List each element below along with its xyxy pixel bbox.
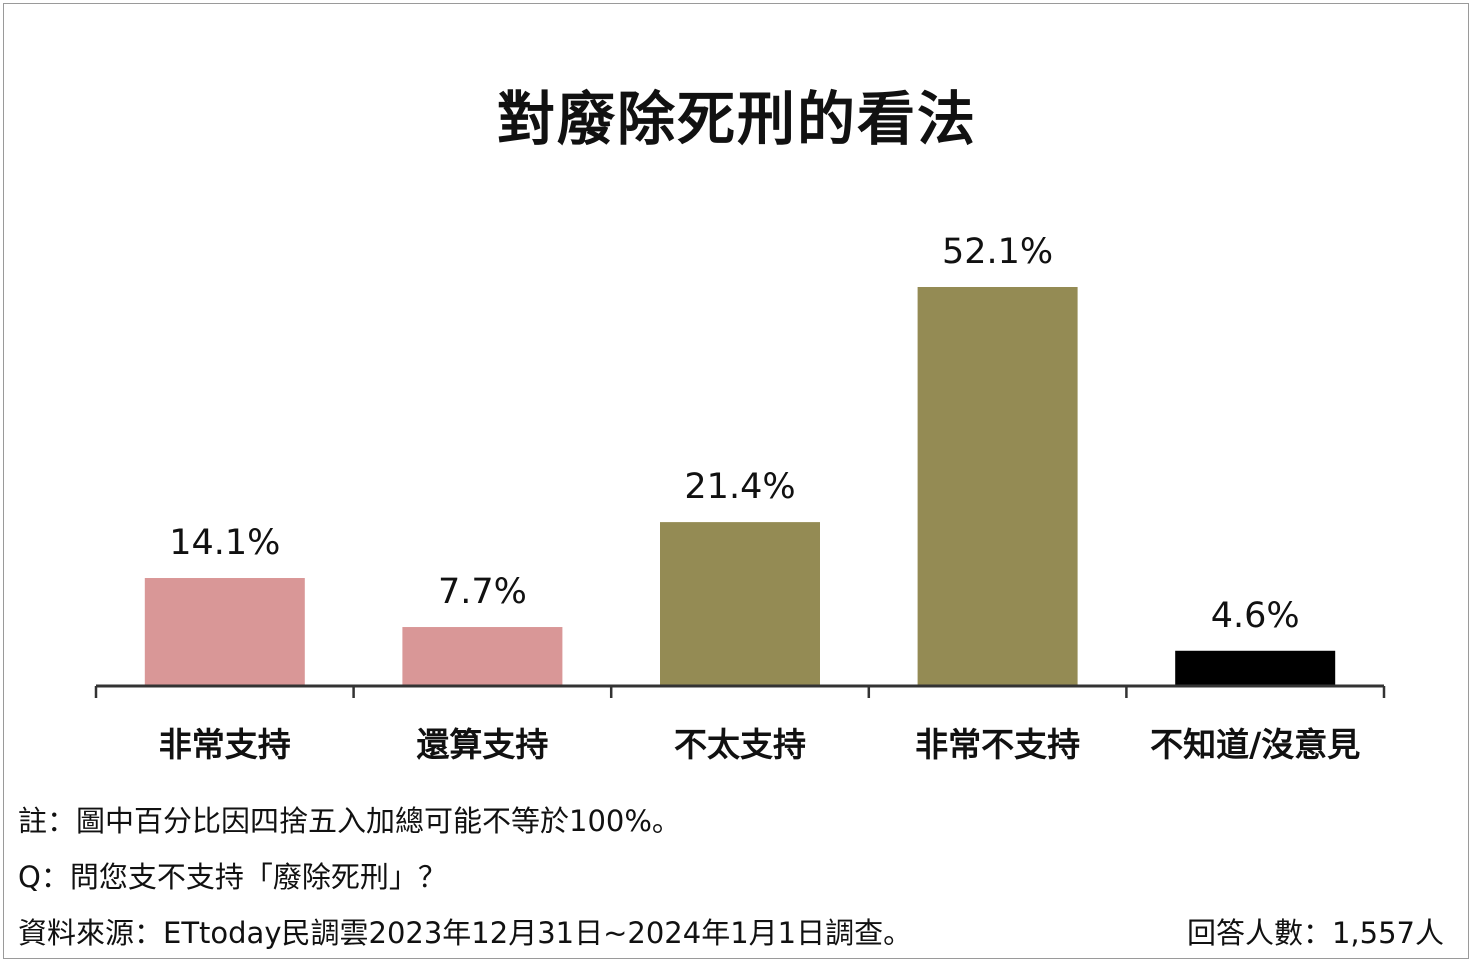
bar-value-label: 4.6% (1211, 596, 1300, 636)
bar (402, 627, 563, 686)
data-source: 資料來源：ETtoday民調雲2023年12月31日~2024年1月1日調查。 (18, 916, 913, 950)
bar (660, 522, 820, 686)
category-label: 還算支持 (416, 725, 548, 764)
category-label: 不知道/沒意見 (1150, 725, 1360, 764)
chart-title: 對廢除死刑的看法 (496, 85, 977, 153)
survey-question: Q：問您支不支持「廢除死刑」？ (18, 860, 447, 894)
category-label: 非常支持 (159, 725, 291, 764)
respondent-count: 回答人數：1,557人 (1186, 916, 1444, 950)
footnote-rounding: 註：圖中百分比因四捨五入加總可能不等於100%。 (18, 804, 681, 838)
bar-value-label: 7.7% (438, 572, 527, 612)
category-label: 不太支持 (674, 725, 806, 764)
chart-frame (3, 3, 1469, 959)
category-label: 非常不支持 (915, 725, 1080, 764)
bar-value-label: 21.4% (684, 467, 795, 507)
bar-value-label: 14.1% (169, 523, 280, 563)
bar (1175, 650, 1336, 686)
bar (144, 578, 305, 686)
bar (917, 287, 1078, 686)
bar-value-label: 52.1% (942, 232, 1053, 272)
